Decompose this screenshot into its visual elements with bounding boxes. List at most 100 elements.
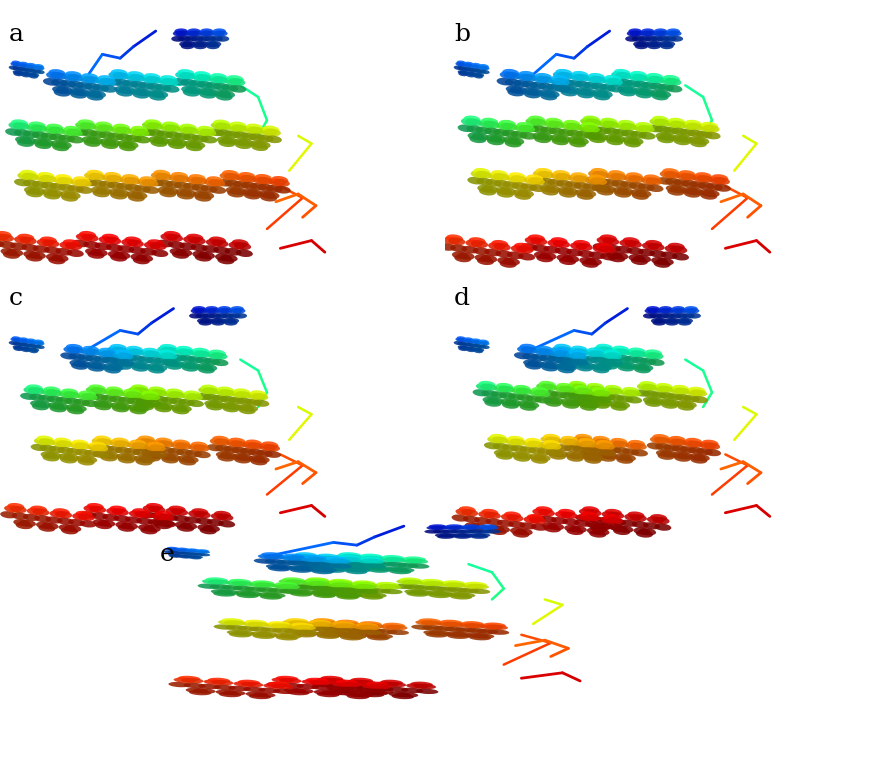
- Ellipse shape: [69, 353, 85, 361]
- Ellipse shape: [69, 405, 86, 412]
- Ellipse shape: [431, 526, 449, 530]
- Ellipse shape: [535, 73, 552, 81]
- Ellipse shape: [422, 625, 444, 631]
- Ellipse shape: [109, 344, 127, 351]
- Ellipse shape: [584, 450, 601, 457]
- Ellipse shape: [336, 594, 359, 600]
- Ellipse shape: [309, 620, 332, 625]
- Ellipse shape: [652, 434, 669, 442]
- Ellipse shape: [266, 682, 289, 688]
- Ellipse shape: [617, 188, 634, 196]
- Ellipse shape: [229, 632, 252, 637]
- Ellipse shape: [577, 394, 594, 401]
- Ellipse shape: [652, 320, 666, 326]
- Ellipse shape: [249, 140, 266, 148]
- Ellipse shape: [261, 553, 284, 558]
- Ellipse shape: [401, 580, 425, 585]
- Ellipse shape: [654, 318, 668, 324]
- Ellipse shape: [50, 72, 67, 80]
- Ellipse shape: [578, 400, 595, 408]
- Ellipse shape: [179, 41, 192, 47]
- Ellipse shape: [595, 445, 612, 452]
- Ellipse shape: [551, 517, 568, 525]
- Ellipse shape: [235, 141, 252, 149]
- Ellipse shape: [695, 172, 712, 180]
- Ellipse shape: [126, 346, 143, 353]
- Ellipse shape: [197, 318, 210, 324]
- Ellipse shape: [67, 407, 84, 414]
- Ellipse shape: [189, 141, 206, 149]
- Ellipse shape: [199, 527, 216, 535]
- Ellipse shape: [200, 29, 214, 34]
- Ellipse shape: [673, 308, 686, 314]
- Ellipse shape: [465, 73, 475, 78]
- Ellipse shape: [214, 684, 236, 690]
- Ellipse shape: [516, 122, 533, 130]
- Ellipse shape: [671, 445, 688, 452]
- Ellipse shape: [587, 516, 603, 523]
- Ellipse shape: [187, 549, 199, 552]
- Ellipse shape: [231, 447, 248, 454]
- Ellipse shape: [665, 178, 682, 185]
- Ellipse shape: [634, 366, 651, 373]
- Ellipse shape: [81, 178, 98, 186]
- Ellipse shape: [95, 78, 112, 85]
- Ellipse shape: [321, 587, 344, 592]
- Ellipse shape: [313, 618, 336, 623]
- Ellipse shape: [251, 144, 268, 151]
- Ellipse shape: [93, 451, 109, 458]
- Ellipse shape: [522, 124, 539, 132]
- Ellipse shape: [28, 387, 44, 394]
- Ellipse shape: [31, 131, 49, 139]
- Ellipse shape: [169, 505, 186, 513]
- Ellipse shape: [554, 173, 572, 181]
- Ellipse shape: [541, 364, 558, 372]
- Ellipse shape: [486, 518, 503, 525]
- Ellipse shape: [196, 518, 213, 525]
- Ellipse shape: [466, 633, 489, 638]
- Ellipse shape: [86, 93, 103, 101]
- Ellipse shape: [45, 452, 62, 459]
- Ellipse shape: [490, 135, 506, 143]
- Ellipse shape: [76, 511, 93, 518]
- Ellipse shape: [115, 447, 132, 454]
- Ellipse shape: [470, 523, 488, 530]
- Ellipse shape: [253, 692, 276, 698]
- Ellipse shape: [665, 320, 679, 326]
- Ellipse shape: [194, 511, 211, 518]
- Ellipse shape: [471, 171, 488, 178]
- Ellipse shape: [504, 511, 522, 518]
- Ellipse shape: [306, 677, 328, 683]
- Ellipse shape: [650, 313, 663, 319]
- Ellipse shape: [104, 352, 121, 359]
- Ellipse shape: [540, 126, 557, 134]
- Ellipse shape: [188, 549, 200, 553]
- Ellipse shape: [166, 234, 183, 241]
- Ellipse shape: [142, 390, 158, 397]
- Ellipse shape: [294, 590, 316, 595]
- Ellipse shape: [291, 630, 313, 636]
- Ellipse shape: [561, 436, 578, 443]
- Ellipse shape: [234, 242, 251, 250]
- Ellipse shape: [206, 43, 220, 49]
- Ellipse shape: [167, 360, 184, 367]
- Ellipse shape: [158, 78, 174, 85]
- Ellipse shape: [658, 386, 675, 393]
- Ellipse shape: [647, 397, 664, 404]
- Ellipse shape: [211, 589, 233, 594]
- Ellipse shape: [664, 318, 677, 324]
- Ellipse shape: [314, 567, 337, 573]
- Ellipse shape: [55, 397, 72, 404]
- Ellipse shape: [364, 560, 386, 566]
- Ellipse shape: [192, 41, 206, 47]
- Ellipse shape: [77, 354, 93, 362]
- Ellipse shape: [498, 386, 515, 393]
- Ellipse shape: [179, 459, 196, 466]
- Ellipse shape: [194, 308, 207, 314]
- Ellipse shape: [523, 516, 540, 524]
- Ellipse shape: [228, 686, 251, 691]
- Ellipse shape: [28, 74, 38, 78]
- Ellipse shape: [516, 74, 533, 81]
- Ellipse shape: [271, 684, 294, 689]
- Ellipse shape: [616, 395, 634, 403]
